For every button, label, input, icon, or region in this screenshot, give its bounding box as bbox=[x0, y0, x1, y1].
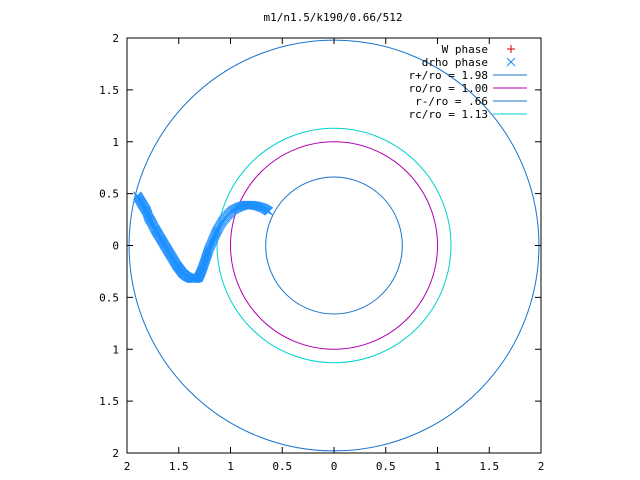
data-points-layer bbox=[132, 191, 274, 284]
data-point bbox=[264, 206, 274, 216]
x-tick-label: 1 bbox=[227, 460, 234, 473]
legend-label: r+/ro = 1.98 bbox=[409, 69, 488, 82]
legend-label: ro/ro = 1.00 bbox=[409, 82, 488, 95]
x-tick-label: 1.5 bbox=[169, 460, 189, 473]
axis-ticks-layer: 2 1.5 1 0.5 0 0.5 1 1.5 221.510.500.511.52 bbox=[99, 32, 544, 473]
x-tick-label: 0 bbox=[331, 460, 338, 473]
y-tick-label: 1 bbox=[112, 343, 119, 356]
circle-r-ro bbox=[265, 176, 403, 315]
y-tick-label: 1.5 bbox=[99, 84, 119, 97]
circle-roro bbox=[230, 141, 438, 350]
legend-x-marker bbox=[506, 57, 516, 67]
legend-label: W phase bbox=[442, 43, 488, 56]
legend-label: drho phase bbox=[422, 56, 488, 69]
y-tick-label: 1 bbox=[112, 136, 119, 149]
y-tick-label: 1.5 bbox=[99, 395, 119, 408]
legend-label: r-/ro = .66 bbox=[415, 95, 488, 108]
y-tick-label: 0.5 bbox=[99, 291, 119, 304]
y-tick-label: 0 bbox=[112, 240, 119, 253]
x-tick-label: 1.5 bbox=[479, 460, 499, 473]
x-tick-label: 0.5 bbox=[376, 460, 396, 473]
y-tick-label: 2 bbox=[112, 32, 119, 45]
y-tick-label: 2 bbox=[112, 447, 119, 460]
y-tick-label: 0.5 bbox=[99, 188, 119, 201]
legend-plus-marker bbox=[507, 45, 515, 53]
x-tick-label: 1 bbox=[434, 460, 441, 473]
x-tick-label: 2 bbox=[538, 460, 545, 473]
circle-rcro bbox=[216, 127, 452, 364]
x-tick-label: 0.5 bbox=[272, 460, 292, 473]
chart-title: m1/n1.5/k190/0.66/512 bbox=[263, 11, 402, 24]
legend-label: rc/ro = 1.13 bbox=[409, 108, 488, 121]
x-tick-label: 2 bbox=[124, 460, 131, 473]
